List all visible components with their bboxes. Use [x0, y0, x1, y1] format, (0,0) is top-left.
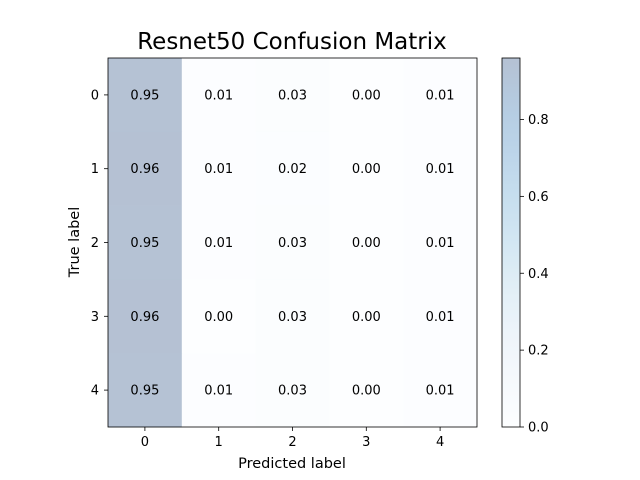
heatmap-cell: [403, 131, 478, 206]
colorbar-tick-label: 0.4: [528, 267, 549, 282]
heatmap-cell: [403, 58, 478, 133]
cell-value-label: 0.01: [426, 236, 455, 251]
heatmap-cell: [403, 205, 478, 280]
cell-value-label: 0.01: [204, 384, 233, 399]
heatmap-cell: [329, 58, 404, 133]
cell-value-label: 0.96: [130, 162, 159, 177]
heatmap-cell: [403, 279, 478, 354]
heatmap-cell: [329, 205, 404, 280]
cell-value-label: 0.01: [204, 162, 233, 177]
cell-value-label: 0.01: [426, 310, 455, 325]
cell-value-label: 0.00: [352, 162, 381, 177]
y-axis-label: True label: [67, 207, 83, 278]
colorbar-frame: [501, 57, 521, 428]
heatmap-cell: [108, 279, 183, 354]
cell-value-label: 0.95: [130, 88, 159, 103]
cell-value-label: 0.00: [352, 384, 381, 399]
heatmap-cell-labels: 0.95 0.01 0.03 0.00 0.01 0.96 0.01 0.02 0.00 0.01…: [130, 88, 454, 398]
heatmap-cell: [181, 279, 256, 354]
colorbar-ticks: 0.0 0.2 0.4 0.6 0.8: [520, 113, 549, 436]
colorbar-tick-label: 0.2: [528, 344, 549, 359]
x-axis-label: Predicted label: [238, 456, 346, 472]
heatmap-cell: [108, 353, 183, 428]
cell-value-label: 0.03: [278, 88, 307, 103]
y-tick-label: 3: [91, 310, 99, 325]
x-tick-label: 0: [141, 435, 149, 450]
cell-value-label: 0.03: [278, 384, 307, 399]
colorbar-tick-label: 0.8: [528, 113, 549, 128]
heatmap-cell: [181, 353, 256, 428]
cell-value-label: 0.01: [426, 162, 455, 177]
heatmap-cell: [329, 279, 404, 354]
cell-value-label: 0.95: [130, 384, 159, 399]
cell-value-label: 0.02: [278, 162, 307, 177]
cell-value-label: 0.01: [204, 236, 233, 251]
x-tick-label: 2: [288, 435, 296, 450]
heatmap-cell: [255, 205, 330, 280]
colorbar-tick-label: 0.6: [528, 190, 549, 205]
heatmap-cell: [181, 205, 256, 280]
cell-value-label: 0.00: [204, 310, 233, 325]
heatmap-cell: [108, 205, 183, 280]
heatmap-cell: [255, 131, 330, 206]
heatmap-cell: [403, 353, 478, 428]
y-tick-label: 1: [91, 162, 99, 177]
cell-value-label: 0.01: [426, 88, 455, 103]
cell-value-label: 0.96: [130, 310, 159, 325]
colorbar: [502, 58, 520, 427]
cell-value-label: 0.95: [130, 236, 159, 251]
heatmap-cell: [255, 58, 330, 133]
heatmap-cell: [181, 58, 256, 133]
heatmap-cell: [108, 131, 183, 206]
heatmap-cell: [255, 279, 330, 354]
cell-value-label: 0.03: [278, 310, 307, 325]
cell-value-label: 0.00: [352, 310, 381, 325]
heatmap-cell: [108, 58, 183, 133]
heatmap-cell: [255, 353, 330, 428]
y-axis-ticks: 0 1 2 3 4: [91, 88, 108, 399]
cell-value-label: 0.00: [352, 88, 381, 103]
y-tick-label: 4: [91, 384, 99, 399]
cell-value-label: 0.01: [426, 384, 455, 399]
colorbar-tick-label: 0.0: [528, 421, 549, 436]
heatmap-cell: [329, 131, 404, 206]
cell-value-label: 0.01: [204, 88, 233, 103]
cell-value-label: 0.00: [352, 236, 381, 251]
heatmap-cells: [108, 58, 478, 428]
y-tick-label: 2: [91, 236, 99, 251]
cell-value-label: 0.03: [278, 236, 307, 251]
heatmap-cell: [329, 353, 404, 428]
x-tick-label: 1: [215, 435, 223, 450]
x-tick-label: 3: [362, 435, 370, 450]
heatmap-cell: [181, 131, 256, 206]
y-tick-label: 0: [91, 88, 99, 103]
x-axis-ticks: 0 1 2 3 4: [141, 427, 444, 450]
chart-title: Resnet50 Confusion Matrix: [137, 29, 447, 55]
x-tick-label: 4: [436, 435, 444, 450]
